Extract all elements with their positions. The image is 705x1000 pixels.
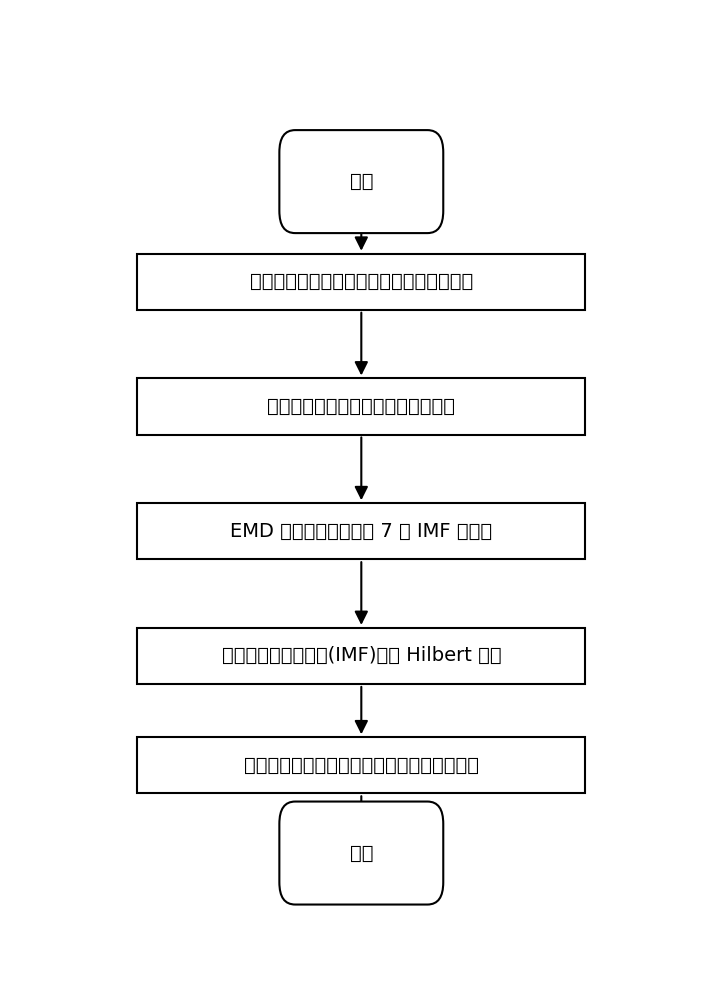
Text: 开始: 开始: [350, 172, 373, 191]
FancyBboxPatch shape: [137, 503, 585, 559]
FancyBboxPatch shape: [137, 378, 585, 435]
FancyBboxPatch shape: [137, 254, 585, 310]
Text: 双馈异步风力发电机滑环表面发生烧伤故障: 双馈异步风力发电机滑环表面发生烧伤故障: [250, 272, 473, 291]
FancyBboxPatch shape: [137, 737, 585, 793]
FancyBboxPatch shape: [279, 130, 443, 233]
Text: 提取流经电刷滑环的励磁电流的故障特征分量: 提取流经电刷滑环的励磁电流的故障特征分量: [244, 756, 479, 775]
FancyBboxPatch shape: [137, 628, 585, 684]
Text: EMD 分解提取励磁电流 7 层 IMF 分解图: EMD 分解提取励磁电流 7 层 IMF 分解图: [231, 522, 492, 541]
Text: 获取发生故障前后的故障相励磁电流: 获取发生故障前后的故障相励磁电流: [267, 397, 455, 416]
Text: 对所得经验模态函数(IMF)进行 Hilbert 变换: 对所得经验模态函数(IMF)进行 Hilbert 变换: [221, 646, 501, 665]
Text: 结束: 结束: [350, 844, 373, 863]
FancyBboxPatch shape: [279, 802, 443, 905]
